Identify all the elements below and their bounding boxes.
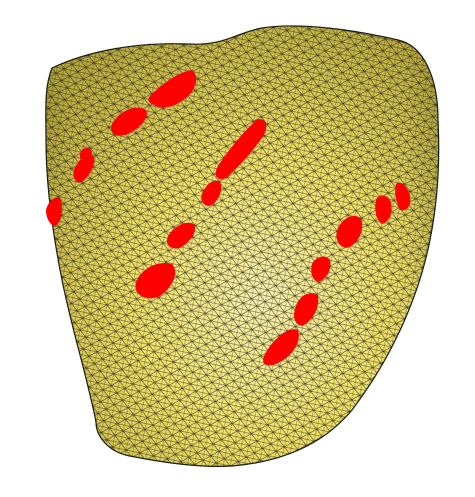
red-marker: [294, 293, 319, 326]
marker-group: [46, 70, 411, 366]
red-marker: [215, 119, 267, 180]
red-marker: [311, 256, 331, 282]
red-marker: [148, 70, 197, 108]
red-marker: [375, 195, 392, 224]
red-marker: [336, 215, 363, 248]
red-marker: [80, 147, 92, 161]
red-marker: [111, 107, 147, 136]
red-marker: [263, 329, 299, 366]
red-marker: [73, 154, 95, 183]
red-marker: [135, 262, 176, 299]
red-marker: [395, 182, 411, 211]
red-marker: [201, 180, 222, 206]
surface-outline: [45, 25, 440, 467]
red-marker: [166, 222, 196, 249]
red-marker: [46, 197, 63, 226]
